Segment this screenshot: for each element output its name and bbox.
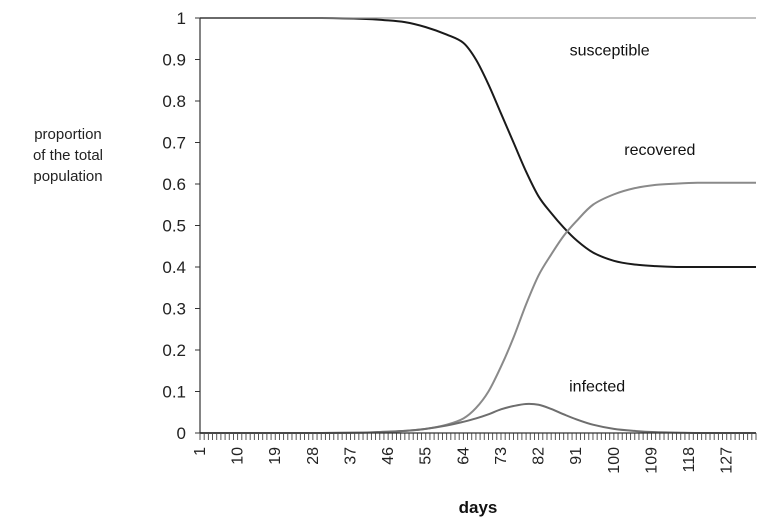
x-tick-label: 28 — [305, 447, 322, 465]
y-tick-label: 0.2 — [162, 341, 186, 360]
y-tick-label: 0.5 — [162, 217, 186, 236]
y-axis-ticks: 0 0.1 0.2 0.3 0.4 0.5 0.6 0.7 0.8 0.9 1 — [162, 9, 200, 443]
series-line-infected — [199, 402, 756, 435]
x-tick-label: 37 — [342, 447, 359, 465]
y-axis-label-line-3: population — [33, 168, 103, 185]
x-tick-label: 10 — [230, 447, 247, 465]
series-labels: susceptible recovered infected — [569, 42, 695, 395]
y-axis-label: proportion of the total population — [8, 124, 128, 187]
x-tick-label: 127 — [719, 447, 736, 474]
y-axis-label-line-2: of the total — [32, 147, 104, 164]
y-tick-label: 0 — [177, 424, 186, 443]
y-tick-label: 1 — [177, 9, 186, 28]
y-tick-label: 0.8 — [162, 92, 186, 111]
x-tick-label: 100 — [606, 447, 623, 474]
y-tick-label: 0.1 — [162, 383, 186, 402]
x-tick-label: 64 — [455, 447, 472, 465]
x-tick-label: 91 — [568, 447, 585, 465]
x-tick-label: 46 — [380, 447, 397, 465]
y-tick-label: 0.3 — [162, 300, 186, 319]
y-axis-label-line-1: proportion — [34, 126, 102, 143]
x-axis-ticks: 1 10 19 28 37 46 55 64 73 82 91 100 109 118 127 — [192, 433, 757, 474]
y-tick-label: 0.4 — [162, 258, 186, 277]
x-tick-label: 118 — [681, 447, 698, 473]
series-line-susceptible — [200, 16, 756, 269]
x-axis-label: days — [459, 498, 498, 517]
y-tick-label: 0.6 — [162, 175, 186, 194]
series-line-recovered — [199, 181, 756, 435]
y-tick-label: 0.9 — [162, 51, 186, 70]
x-tick-label: 82 — [531, 447, 548, 465]
x-tick-label: 19 — [267, 447, 284, 465]
x-tick-label: 109 — [643, 447, 660, 474]
x-tick-label: 73 — [493, 447, 510, 465]
x-tick-label: 55 — [418, 447, 435, 465]
series-label-susceptible: susceptible — [570, 42, 650, 59]
series-label-recovered: recovered — [624, 142, 695, 159]
series-label-infected: infected — [569, 379, 625, 396]
x-tick-label: 1 — [192, 447, 209, 456]
y-tick-label: 0.7 — [162, 134, 186, 153]
series-group — [199, 16, 756, 435]
